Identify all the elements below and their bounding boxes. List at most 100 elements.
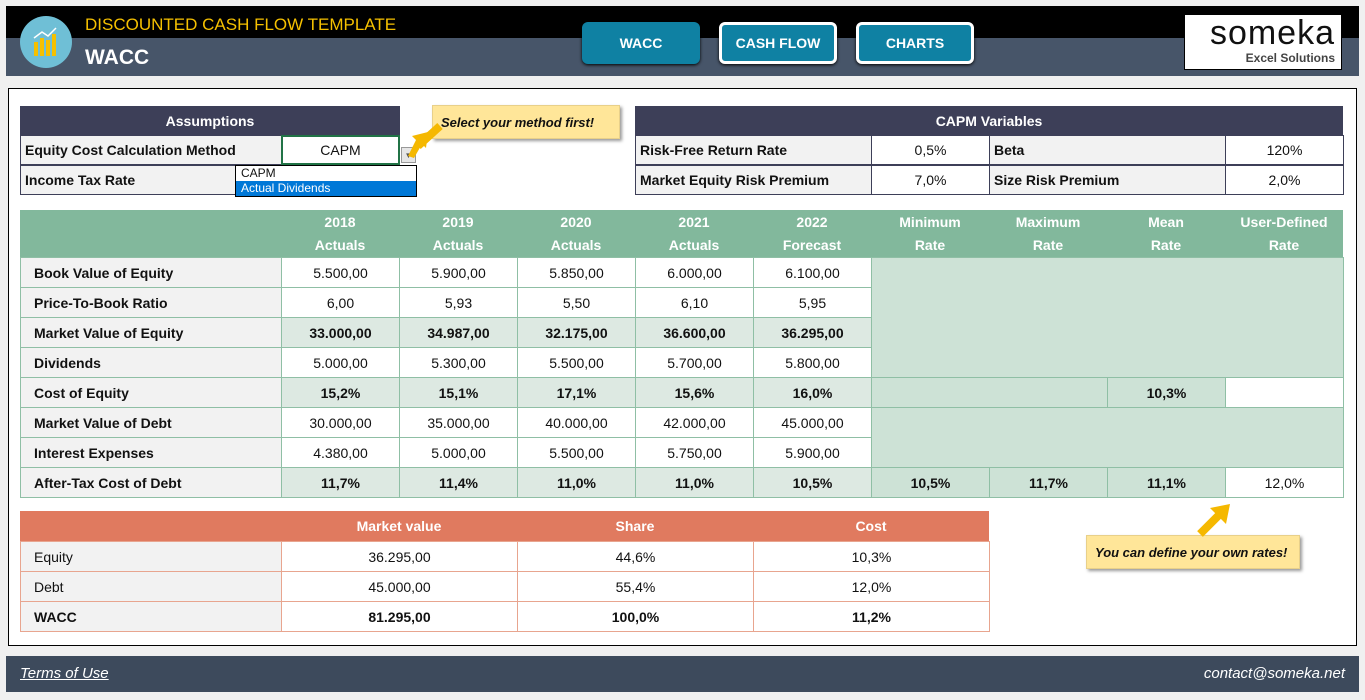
data-cell: 42.000,00 <box>635 407 754 438</box>
column-header-line: Mean <box>1148 213 1184 230</box>
column-header: 2018 Actuals <box>281 210 399 257</box>
column-header-line: Forecast <box>782 236 842 253</box>
data-cell: 5,50 <box>517 287 636 318</box>
nav-wacc-button[interactable]: WACC <box>582 22 700 64</box>
column-header-line: 2020 <box>560 213 592 230</box>
data-cell: 5.900,00 <box>753 437 872 468</box>
page-title: WACC <box>85 46 150 69</box>
data-cell: 5.500,00 <box>281 257 400 288</box>
template-title: DISCOUNTED CASH FLOW TEMPLATE <box>85 15 397 34</box>
data-cell: 6.000,00 <box>635 257 754 288</box>
data-cell: 6,10 <box>635 287 754 318</box>
data-cell: 4.380,00 <box>281 437 400 468</box>
capm-value[interactable]: 7,0% <box>871 165 990 195</box>
column-header-line: 2022 <box>796 213 828 230</box>
column-header-line: Rate <box>1150 236 1182 253</box>
wacc-row-label: Equity <box>20 541 282 572</box>
data-cell: 5.000,00 <box>399 437 518 468</box>
column-header-line: Rate <box>914 236 946 253</box>
column-header-line: Rate <box>1268 236 1300 253</box>
column-header-line: 2021 <box>678 213 710 230</box>
row-label: Book Value of Equity <box>20 257 282 288</box>
row-label: After-Tax Cost of Debt <box>20 467 282 498</box>
column-header-line: 2019 <box>442 213 474 230</box>
data-cell: 6.100,00 <box>753 257 872 288</box>
cost-of-equity-user-rate[interactable] <box>1225 377 1344 408</box>
column-header-line: Actuals <box>550 236 602 253</box>
data-cell: 5.000,00 <box>281 347 400 378</box>
after-tax-debt-user-rate[interactable]: 12,0% <box>1225 467 1344 498</box>
data-cell: 11,0% <box>635 467 754 498</box>
rate-blank-area <box>871 407 1344 468</box>
data-cell: 5.900,00 <box>399 257 518 288</box>
nav-cash-flow-button[interactable]: CASH FLOW <box>719 22 837 64</box>
column-header: User-Defined Rate <box>1225 210 1343 257</box>
nav-charts-button[interactable]: CHARTS <box>856 22 974 64</box>
column-header-line: Rate <box>1032 236 1064 253</box>
assumptions-title: Assumptions <box>20 106 400 135</box>
arrow-icon <box>408 123 443 158</box>
capm-label: Size Risk Premium <box>989 165 1226 195</box>
row-label: Dividends <box>20 347 282 378</box>
data-cell: 5.750,00 <box>635 437 754 468</box>
column-header: 2019 Actuals <box>399 210 517 257</box>
wacc-cell: 36.295,00 <box>281 541 518 572</box>
dropdown-option-actual-dividends[interactable]: Actual Dividends <box>236 181 416 196</box>
data-cell: 17,1% <box>517 377 636 408</box>
column-header: 2022 Forecast <box>753 210 871 257</box>
equity-method-select[interactable]: CAPM <box>281 135 400 165</box>
data-cell: 11,7% <box>281 467 400 498</box>
rate-blank-area <box>871 377 1108 408</box>
data-cell: 5.700,00 <box>635 347 754 378</box>
wacc-cell: 12,0% <box>753 571 990 602</box>
after-tax-debt-min: 10,5% <box>871 467 990 498</box>
wacc-header: Market value <box>281 511 517 541</box>
column-header: Mean Rate <box>1107 210 1225 257</box>
wacc-header: Share <box>517 511 753 541</box>
wacc-cell: 100,0% <box>517 601 754 632</box>
data-cell: 40.000,00 <box>517 407 636 438</box>
method-note: Select your method first! <box>432 105 620 139</box>
data-cell: 5,93 <box>399 287 518 318</box>
main-header-blank <box>20 210 282 257</box>
column-header: 2020 Actuals <box>517 210 635 257</box>
wacc-cell: 10,3% <box>753 541 990 572</box>
terms-of-use-link[interactable]: Terms of Use <box>20 665 109 682</box>
column-header-line: Minimum <box>899 213 961 230</box>
dropdown-option-capm[interactable]: CAPM <box>241 166 276 180</box>
capm-label: Market Equity Risk Premium <box>635 165 872 195</box>
data-cell: 15,6% <box>635 377 754 408</box>
column-header-line: Actuals <box>432 236 484 253</box>
data-cell: 32.175,00 <box>517 317 636 348</box>
wacc-header: Cost <box>753 511 989 541</box>
row-label: Cost of Equity <box>20 377 282 408</box>
data-cell: 5.500,00 <box>517 347 636 378</box>
column-header-line: Actuals <box>314 236 366 253</box>
data-cell: 11,4% <box>399 467 518 498</box>
data-cell: 15,1% <box>399 377 518 408</box>
wacc-header <box>20 511 281 541</box>
data-cell: 30.000,00 <box>281 407 400 438</box>
wacc-cell: 44,6% <box>517 541 754 572</box>
data-cell: 36.600,00 <box>635 317 754 348</box>
column-header-line: Maximum <box>1015 213 1081 230</box>
rates-note: You can define your own rates! <box>1086 535 1300 569</box>
after-tax-debt-max: 11,7% <box>989 467 1108 498</box>
row-label: Market Value of Debt <box>20 407 282 438</box>
capm-label: Risk-Free Return Rate <box>635 135 872 165</box>
data-cell: 5.800,00 <box>753 347 872 378</box>
data-cell: 5.850,00 <box>517 257 636 288</box>
capm-value[interactable]: 0,5% <box>871 135 990 165</box>
arrow-icon <box>1197 504 1230 537</box>
data-cell: 33.000,00 <box>281 317 400 348</box>
capm-value[interactable]: 120% <box>1225 135 1344 165</box>
capm-value[interactable]: 2,0% <box>1225 165 1344 195</box>
someka-logo: someka Excel Solutions <box>1184 14 1342 70</box>
column-header: 2021 Actuals <box>635 210 753 257</box>
column-header: Maximum Rate <box>989 210 1107 257</box>
wacc-cell: 55,4% <box>517 571 754 602</box>
equity-method-label: Equity Cost Calculation Method <box>20 135 282 165</box>
contact-email: contact@someka.net <box>1203 665 1345 682</box>
wacc-cell: 45.000,00 <box>281 571 518 602</box>
data-cell: 5.500,00 <box>517 437 636 468</box>
